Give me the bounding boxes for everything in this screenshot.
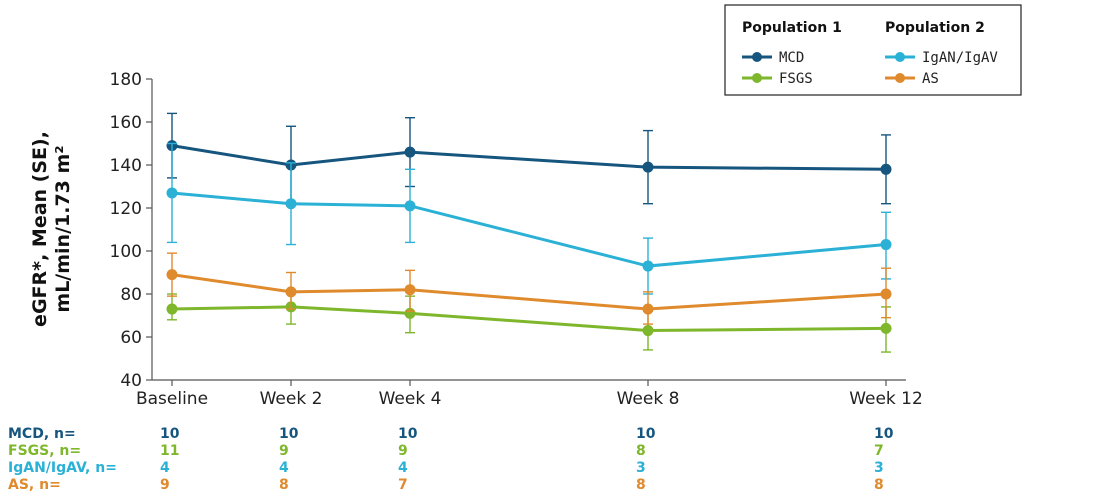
- legend-entry: FSGS: [779, 71, 813, 87]
- data-point: [166, 303, 178, 315]
- n-row-label: AS, n=: [8, 477, 61, 493]
- x-tick-label: Week 2: [260, 389, 323, 409]
- legend-box: [724, 4, 1022, 96]
- n-value: 10: [398, 426, 418, 442]
- y-tick-label: 80: [120, 285, 142, 305]
- data-point: [166, 269, 178, 281]
- data-point: [880, 239, 892, 251]
- n-value: 8: [279, 477, 289, 493]
- n-value: 9: [398, 443, 408, 459]
- x-tick-label: Week 12: [849, 389, 923, 409]
- data-point: [642, 260, 654, 272]
- series-as: [166, 252, 892, 325]
- n-row-label: MCD, n=: [8, 426, 76, 442]
- x-tick-label: Week 4: [379, 389, 442, 409]
- legend-swatch-marker: [752, 73, 762, 83]
- n-value: 4: [398, 460, 408, 476]
- series-line: [171, 273, 887, 311]
- legend-swatch-marker: [895, 73, 905, 83]
- n-value: 10: [279, 426, 299, 442]
- data-point: [880, 163, 892, 175]
- series-line: [171, 305, 887, 333]
- y-axis-title: eGFR*, Mean (SE),mL/min/1.73 m²: [29, 131, 74, 327]
- legend: Population 1 MCD FSGS Population 2 IgAN/IgAV…: [724, 4, 1022, 96]
- n-value: 10: [874, 426, 894, 442]
- n-value: 4: [279, 460, 289, 476]
- legend-group-title: Population 1: [742, 20, 842, 36]
- data-point: [642, 325, 654, 337]
- n-value: 9: [279, 443, 289, 459]
- n-value: 7: [874, 443, 884, 459]
- y-tick-label: 100: [110, 242, 142, 262]
- n-value: 8: [636, 477, 646, 493]
- n-value: 4: [160, 460, 170, 476]
- n-value: 10: [636, 426, 656, 442]
- series-mcd: [166, 112, 892, 205]
- data-point: [404, 200, 416, 212]
- n-value: 9: [160, 477, 170, 493]
- n-value: 8: [636, 443, 646, 459]
- x-tick-label: Baseline: [136, 389, 208, 409]
- n-value: 7: [398, 477, 408, 493]
- data-point: [404, 146, 416, 158]
- y-tick-label: 180: [110, 70, 142, 90]
- data-point: [642, 161, 654, 173]
- n-value: 11: [160, 443, 179, 459]
- n-row-label: IgAN/IgAV, n=: [8, 460, 117, 476]
- data-point: [880, 322, 892, 334]
- legend-swatch-marker: [752, 52, 762, 62]
- data-point: [166, 187, 178, 199]
- n-value: 3: [636, 460, 646, 476]
- data-point: [642, 303, 654, 315]
- legend-entry: IgAN/IgAV: [922, 50, 998, 66]
- series-line: [171, 191, 887, 268]
- n-value: 8: [874, 477, 884, 493]
- legend-entry: MCD: [779, 50, 804, 66]
- legend-entry: AS: [922, 71, 939, 87]
- series-igan-igav: [166, 142, 892, 295]
- data-point: [880, 288, 892, 300]
- data-point: [285, 286, 297, 298]
- y-tick-label: 60: [120, 328, 142, 348]
- legend-group-title: Population 2: [885, 20, 985, 36]
- y-tick-label: 160: [110, 113, 142, 133]
- y-tick-label: 140: [110, 156, 142, 176]
- data-point: [285, 198, 297, 210]
- n-value: 3: [874, 460, 884, 476]
- y-tick-label: 120: [110, 199, 142, 219]
- n-row-label: FSGS, n=: [8, 443, 81, 459]
- series-line: [171, 144, 887, 171]
- data-point: [404, 284, 416, 296]
- n-table: MCD, n= 10 10 10 10 10 FSGS, n= 11 9 9 8 7 IgAN/IgAV…: [8, 426, 894, 493]
- x-tick-label: Week 8: [617, 389, 680, 409]
- legend-swatch-marker: [895, 52, 905, 62]
- n-value: 10: [160, 426, 180, 442]
- y-tick-label: 40: [120, 371, 142, 391]
